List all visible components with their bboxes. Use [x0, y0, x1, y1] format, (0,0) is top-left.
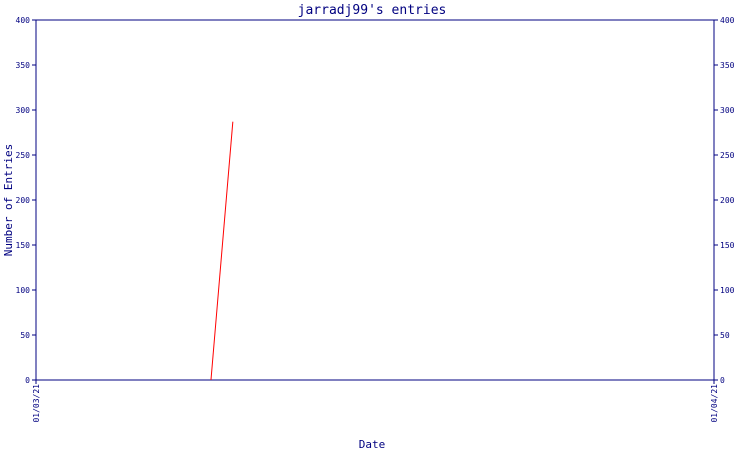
series-line: [210, 121, 234, 381]
y-tick-label-right: 300: [720, 106, 735, 115]
ticks-group: 0 0 50 50 100 100 150 150 200 200 250 250 300 300 350 3…: [16, 16, 735, 423]
y-tick-label-left: 0: [25, 376, 30, 385]
x-tick-label: 01/03/21: [32, 384, 41, 423]
y-tick-label-left: 250: [16, 151, 31, 160]
y-tick-label-left: 300: [16, 106, 31, 115]
y-tick-label-right: 100: [720, 286, 735, 295]
x-tick-label: 01/04/21: [710, 384, 719, 423]
y-tick-label-right: 400: [720, 16, 735, 25]
y-tick-label-left: 150: [16, 241, 31, 250]
y-tick-label-left: 50: [20, 331, 30, 340]
y-tick-label-right: 200: [720, 196, 735, 205]
y-tick-label-right: 250: [720, 151, 735, 160]
y-tick-label-right: 350: [720, 61, 735, 70]
y-tick-label-left: 200: [16, 196, 31, 205]
y-tick-label-left: 100: [16, 286, 31, 295]
y-tick-label-left: 350: [16, 61, 31, 70]
y-tick-label-right: 50: [720, 331, 730, 340]
y-axis-label: Number of Entries: [2, 144, 15, 257]
y-tick-label-right: 0: [720, 376, 725, 385]
chart-title: jarradj99's entries: [298, 3, 447, 18]
y-tick-label-left: 400: [16, 16, 31, 25]
y-tick-label-right: 150: [720, 241, 735, 250]
series-group: [210, 121, 234, 381]
x-axis-label: Date: [359, 438, 386, 450]
